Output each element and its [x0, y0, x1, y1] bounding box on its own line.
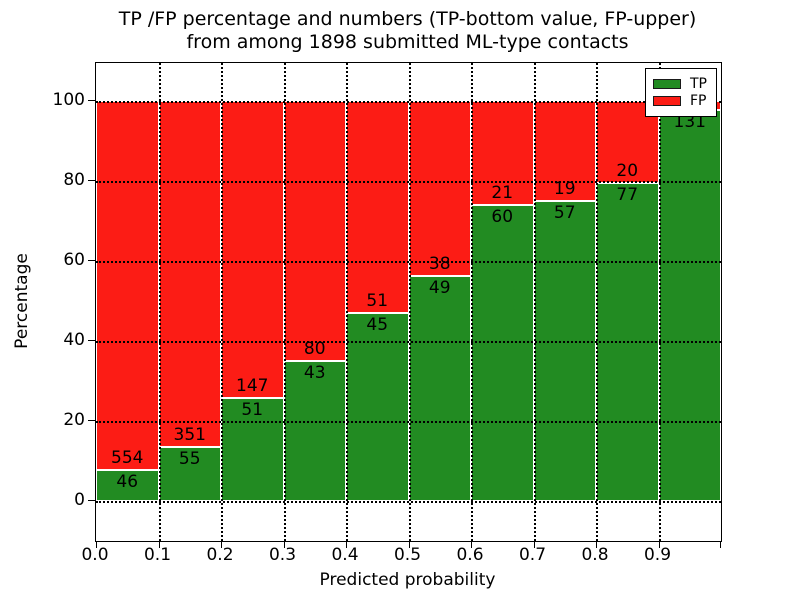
tp-count-label: 46 [116, 472, 139, 493]
fp-bar-segment [96, 101, 159, 471]
legend-label-fp: FP [690, 93, 707, 109]
fp-bar-segment [471, 101, 534, 205]
tp-bar-segment [408, 275, 471, 501]
x-tick-mark [658, 541, 660, 548]
x-tick-label: 0.3 [268, 545, 297, 565]
x-tick-mark [283, 541, 285, 548]
x-tick-mark [346, 541, 347, 548]
x-tick-label: 0.8 [581, 545, 609, 565]
y-tick-label: 60 [63, 250, 85, 270]
bars-layer [96, 63, 721, 541]
x-tick-mark [96, 541, 97, 548]
y-tick-label: 40 [63, 330, 85, 350]
x-gridline [471, 63, 473, 541]
x-tick-label: 0.0 [81, 545, 109, 565]
fp-bar-segment [408, 101, 471, 276]
tp-count-label: 55 [178, 448, 201, 469]
y-tick-mark [88, 420, 96, 422]
x-gridline [346, 63, 348, 541]
fp-count-label: 19 [553, 179, 576, 199]
fp-bar-segment [158, 101, 221, 447]
y-tick-label: 80 [63, 170, 85, 190]
plot-area: 5544635155147518043514538492160195720773… [88, 62, 722, 548]
tp-bar-segment [96, 470, 159, 501]
x-gridline [658, 63, 661, 541]
x-tick-mark [408, 541, 410, 548]
x-tick-label: 0.1 [143, 545, 172, 565]
fp-bar-segment [346, 101, 409, 314]
fp-count-label: 21 [491, 182, 514, 203]
fp-count-label: 147 [236, 375, 269, 396]
tp-count-label: 131 [673, 112, 706, 133]
tp-count-label: 57 [553, 203, 576, 223]
y-tick-mark [88, 340, 96, 342]
y-tick-mark [88, 180, 96, 182]
legend-row-fp: FP [653, 94, 707, 108]
x-gridline [158, 63, 161, 541]
tp-bar-segment [658, 110, 721, 501]
x-tick-mark [471, 541, 472, 548]
chart-title-line1: TP /FP percentage and numbers (TP-bottom… [118, 8, 697, 30]
x-tick-label: 0.7 [518, 545, 547, 565]
fp-count-label: 38 [428, 253, 451, 274]
chart-title-line2: from among 1898 submitted ML-type contac… [186, 31, 629, 53]
fp-count-label: 554 [111, 448, 144, 469]
tp-count-label: 43 [303, 363, 326, 384]
x-gridline [596, 63, 598, 541]
tp-count-label: 51 [241, 399, 264, 420]
x-tick-mark [158, 541, 160, 548]
y-tick-label: 0 [74, 490, 85, 510]
legend-row-tp: TP [653, 77, 707, 91]
y-tick-label: 20 [63, 410, 85, 430]
x-tick-mark [533, 541, 535, 548]
fp-bar-segment [283, 101, 346, 362]
legend: TP FP [645, 68, 717, 117]
tp-count-label: 60 [491, 206, 514, 227]
tp-count-label: 77 [616, 185, 639, 206]
y-tick-label: 100 [52, 90, 85, 110]
fp-count-label: 351 [173, 424, 206, 445]
fp-color-swatch [653, 96, 681, 106]
x-gridline [533, 63, 536, 541]
x-tick-label: 0.6 [456, 545, 484, 565]
grid-layer [96, 63, 721, 541]
tp-count-label: 49 [428, 277, 451, 298]
y-tick-mark [88, 260, 96, 262]
tp-color-swatch [653, 79, 681, 89]
x-tick-label: 0.2 [206, 545, 234, 565]
x-gridline [283, 63, 286, 541]
tp-count-label: 45 [366, 315, 389, 336]
legend-label-tp: TP [690, 76, 707, 92]
fp-count-label: 51 [366, 291, 389, 312]
y-tick-mark [88, 500, 96, 502]
x-tick-label: 0.4 [331, 545, 359, 565]
x-tick-mark [596, 541, 597, 548]
fp-bar-segment [221, 101, 284, 398]
fp-count-label: 80 [303, 339, 326, 360]
x-axis-label: Predicted probability [319, 570, 496, 590]
x-tick-mark [720, 541, 721, 548]
x-tick-label: 0.5 [393, 545, 422, 565]
x-tick-mark [221, 541, 222, 548]
y-tick-mark [88, 100, 96, 102]
x-gridline [221, 63, 223, 541]
x-tick-label: 0.9 [643, 545, 672, 565]
fp-count-label: 20 [616, 161, 639, 182]
x-gridline [408, 63, 411, 541]
